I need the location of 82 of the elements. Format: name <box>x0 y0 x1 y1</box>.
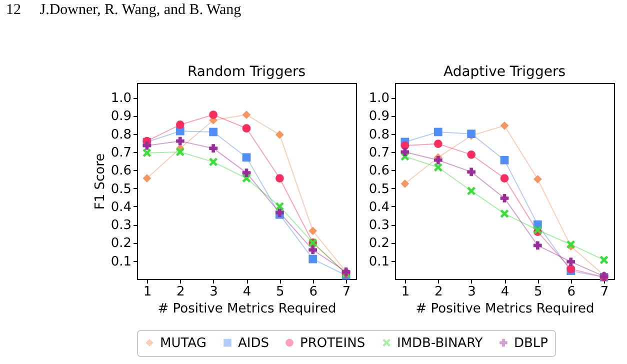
point <box>600 256 608 264</box>
x-tick-label: 5 <box>534 284 542 300</box>
point <box>142 174 152 182</box>
chart-title: Adaptive Triggers <box>444 64 566 80</box>
y-tick-label: 0.8 <box>368 127 390 142</box>
y-tick-label: 0.6 <box>110 164 132 179</box>
y-tick-label: 0.5 <box>368 182 390 197</box>
x-tick-label: 7 <box>600 284 609 300</box>
point <box>176 120 184 129</box>
point <box>500 194 509 202</box>
point <box>242 168 251 178</box>
x-tick-label: 3 <box>468 284 476 300</box>
x-axis-title: # Positive Metrics Required <box>158 302 336 316</box>
y-tick-label: 1.0 <box>110 91 132 106</box>
x-tick-label: 3 <box>210 284 218 300</box>
x-tick-label: 4 <box>500 284 510 300</box>
point <box>566 258 576 266</box>
y-tick-label: 1.0 <box>368 91 390 106</box>
point <box>500 174 509 182</box>
y-tick-label: 0.9 <box>110 109 132 124</box>
y-tick-label: 0.3 <box>368 218 390 234</box>
point <box>467 168 476 176</box>
point <box>209 158 218 166</box>
legend-label: MUTAG <box>160 336 206 351</box>
point <box>500 209 509 218</box>
y-tick-label: 0.5 <box>110 182 132 197</box>
point <box>308 226 318 236</box>
point <box>434 128 442 136</box>
y-tick-label: 0.8 <box>110 127 132 142</box>
point <box>434 140 442 148</box>
point <box>500 156 509 164</box>
legend-label: AIDS <box>238 336 269 351</box>
y-tick-label: 0.7 <box>110 145 132 160</box>
x-tick-label: 2 <box>434 284 443 300</box>
legend-label: DBLP <box>514 336 548 351</box>
y-tick-label: 0.7 <box>368 145 390 160</box>
y-tick-label: 0.2 <box>110 236 132 252</box>
x-tick-label: 7 <box>342 284 351 300</box>
x-tick-label: 6 <box>309 284 318 300</box>
point <box>308 254 318 264</box>
point <box>209 144 218 153</box>
point <box>209 128 218 136</box>
y-tick-label: 0.4 <box>368 200 390 215</box>
y-tick-label: 0.1 <box>110 254 132 270</box>
y-tick-label: 0.4 <box>110 200 132 215</box>
legend-label: PROTEINS <box>300 336 366 351</box>
point <box>276 174 284 182</box>
y-tick-label: 0.6 <box>368 164 390 179</box>
point <box>434 163 442 172</box>
x-tick-label: 6 <box>567 284 576 300</box>
point <box>242 124 251 133</box>
y-tick-label: 0.2 <box>368 236 390 252</box>
point <box>500 121 509 130</box>
x-tick-label: 4 <box>242 284 252 300</box>
y-tick-label: 0.9 <box>368 109 390 124</box>
x-axis-title: # Positive Metrics Required <box>416 302 594 316</box>
point <box>142 148 152 158</box>
point <box>176 148 184 156</box>
point <box>467 150 476 159</box>
x-tick-label: 2 <box>176 284 185 300</box>
point <box>434 156 442 164</box>
point <box>400 180 410 188</box>
x-tick-label: 1 <box>401 284 410 300</box>
point <box>242 153 251 162</box>
point <box>534 175 542 184</box>
y-axis-title: F1 Score <box>92 153 108 210</box>
x-tick-label: 5 <box>276 284 284 300</box>
text: 12 J.Downer, R. Wang, and B. Wang <box>6 2 242 19</box>
point <box>242 110 251 119</box>
y-tick-label: 0.3 <box>110 218 132 234</box>
point <box>209 110 218 119</box>
point <box>176 136 184 146</box>
point <box>276 130 284 139</box>
point <box>534 241 542 250</box>
point <box>142 141 152 150</box>
point <box>308 246 318 254</box>
point <box>276 202 284 211</box>
legend-label: IMDB-BINARY <box>397 336 483 351</box>
point <box>467 186 476 196</box>
y-tick-label: 0.1 <box>368 254 390 270</box>
x-tick-label: 1 <box>143 284 152 300</box>
chart-title: Random Triggers <box>188 64 306 80</box>
